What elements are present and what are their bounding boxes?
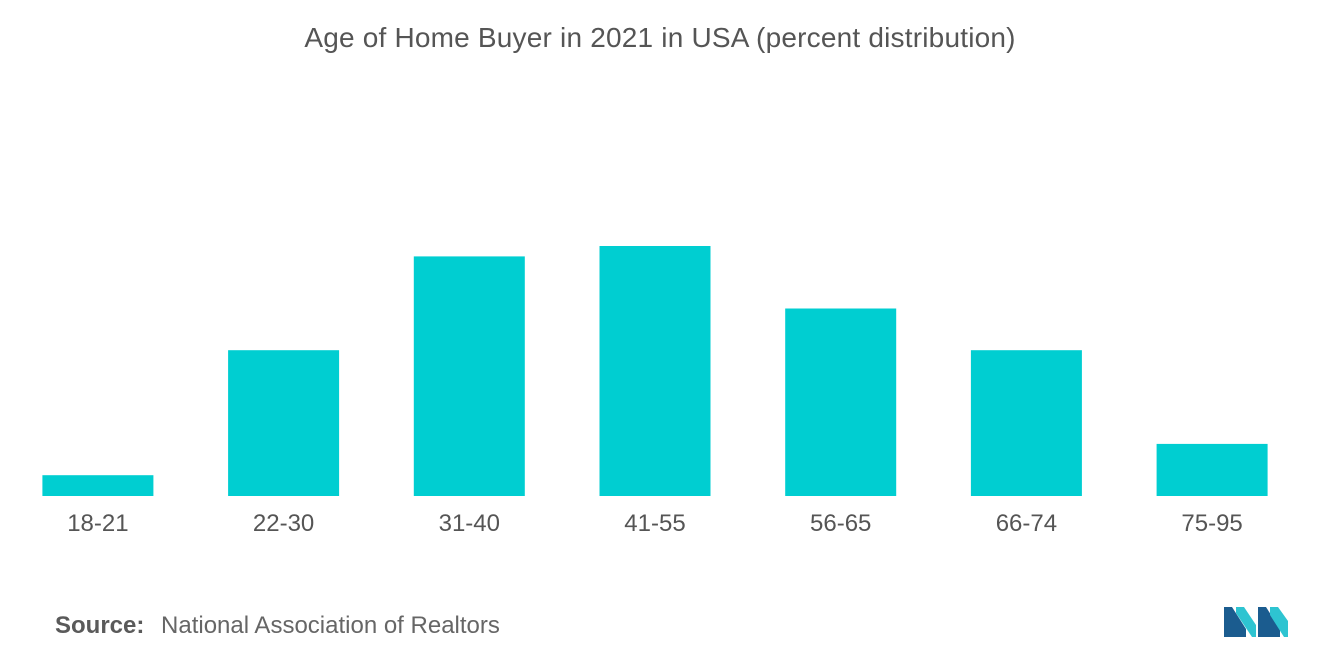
source-text: National Association of Realtors (161, 612, 500, 639)
source-note: Source: National Association of Realtors (55, 612, 500, 640)
brand-logo-icon (1222, 603, 1290, 644)
x-tick-label: 41-55 (624, 510, 685, 537)
chart-title: Age of Home Buyer in 2021 in USA (percen… (304, 22, 1016, 53)
bar-18-21 (42, 475, 154, 496)
bar-22-30 (228, 350, 340, 496)
x-tick-label: 75-95 (1181, 510, 1242, 537)
bars-group (42, 246, 1268, 496)
bar-56-65 (785, 308, 897, 496)
bar-75-95 (1156, 443, 1268, 496)
source-label: Source: (55, 612, 145, 639)
x-tick-labels: 18-21 22-30 31-40 41-55 56-65 66-74 75-95 (67, 510, 1243, 537)
bar-31-40 (413, 256, 525, 496)
bar-66-74 (970, 350, 1082, 496)
x-tick-label: 18-21 (67, 510, 128, 537)
x-tick-label: 22-30 (253, 510, 314, 537)
x-tick-label: 66-74 (996, 510, 1057, 537)
x-tick-label: 56-65 (810, 510, 871, 537)
bar-41-55 (599, 246, 711, 496)
x-tick-label: 31-40 (439, 510, 500, 537)
